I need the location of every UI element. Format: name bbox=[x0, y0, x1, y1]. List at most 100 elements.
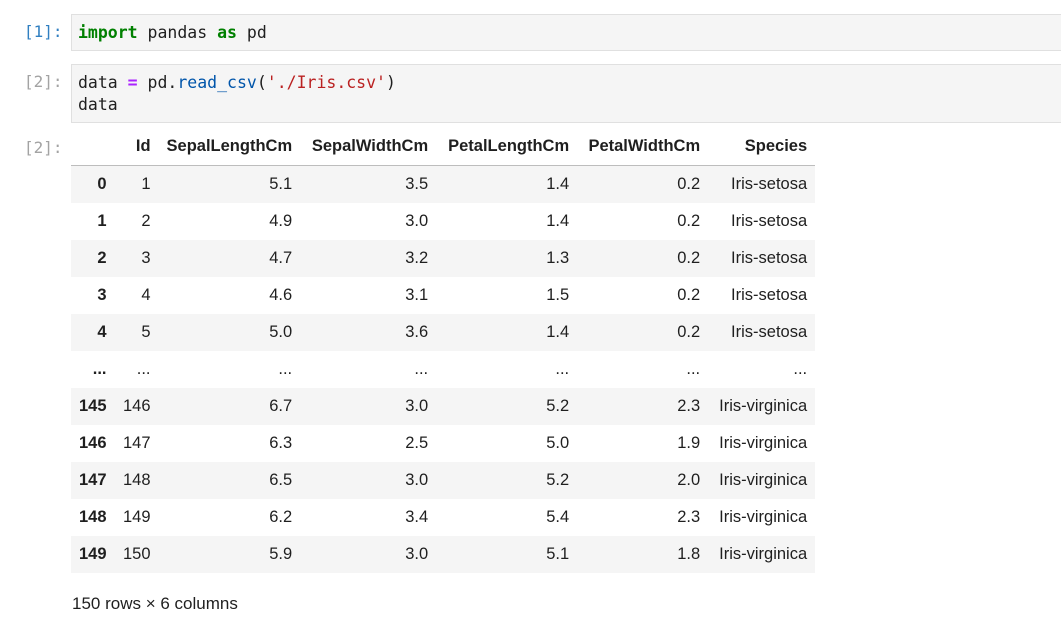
variable-data: data bbox=[78, 73, 128, 92]
cell-species: ... bbox=[793, 360, 808, 378]
cell-petal-width: 0.2 bbox=[677, 212, 701, 230]
cell-species: Iris-setosa bbox=[731, 175, 808, 193]
cell-sepal-width: 3.0 bbox=[405, 471, 429, 489]
cell-id: 148 bbox=[123, 471, 151, 489]
cell-species: Iris-setosa bbox=[731, 286, 808, 304]
table-header-row: Id SepalLengthCm SepalWidthCm PetalLengt… bbox=[71, 128, 816, 166]
cell-sepal-length: 5.0 bbox=[269, 323, 293, 341]
cell-sepal-length: 4.7 bbox=[269, 249, 293, 267]
table-row: 145 146 6.7 3.0 5.2 2.3 Iris-virginica bbox=[71, 388, 816, 425]
cell-sepal-width: 2.5 bbox=[405, 434, 429, 452]
row-index: 2 bbox=[97, 249, 107, 267]
cell-petal-length: 1.5 bbox=[546, 286, 570, 304]
row-index: ... bbox=[92, 360, 107, 378]
cell-id: 3 bbox=[141, 249, 151, 267]
cell-species: Iris-virginica bbox=[719, 397, 808, 415]
file-path-string: './Iris.csv' bbox=[266, 73, 386, 92]
cell-petal-width: 0.2 bbox=[677, 323, 701, 341]
cell-petal-width: 2.3 bbox=[677, 397, 701, 415]
output-prompt: [2]: bbox=[24, 138, 63, 157]
cell-id: 146 bbox=[123, 397, 151, 415]
cell-species: Iris-virginica bbox=[719, 545, 808, 563]
cell-sepal-width: ... bbox=[414, 360, 429, 378]
cell-petal-width: 2.0 bbox=[677, 471, 701, 489]
table-row-ellipsis: ..................... bbox=[71, 351, 816, 388]
cell-sepal-width: 3.0 bbox=[405, 397, 429, 415]
cell-species: Iris-setosa bbox=[731, 323, 808, 341]
dataframe-table: Id SepalLengthCm SepalWidthCm PetalLengt… bbox=[71, 128, 816, 573]
dataframe-shape-summary: 150 rows × 6 columns bbox=[72, 594, 238, 613]
cell-sepal-width: 3.0 bbox=[405, 212, 429, 230]
table-row: 147 148 6.5 3.0 5.2 2.0 Iris-virginica bbox=[71, 462, 816, 499]
table-row: 0 1 5.1 3.5 1.4 0.2 Iris-setosa bbox=[71, 165, 816, 203]
cell-id: ... bbox=[136, 360, 151, 378]
column-header-sepal-width: SepalWidthCm bbox=[300, 128, 437, 166]
cell-id: 5 bbox=[141, 323, 151, 341]
cell-petal-length: ... bbox=[555, 360, 570, 378]
close-paren: ) bbox=[386, 73, 396, 92]
cell-id: 150 bbox=[123, 545, 151, 563]
table-row: 148 149 6.2 3.4 5.4 2.3 Iris-virginica bbox=[71, 499, 816, 536]
cell-species: Iris-virginica bbox=[719, 434, 808, 452]
input-prompt-1: [1]: bbox=[24, 22, 63, 41]
table-row: 146 147 6.3 2.5 5.0 1.9 Iris-virginica bbox=[71, 425, 816, 462]
module-alias: pd bbox=[236, 23, 267, 42]
cell-petal-length: 5.4 bbox=[546, 508, 570, 526]
cell-petal-width: 0.2 bbox=[677, 286, 701, 304]
code-editor-1[interactable]: import pandas as pd bbox=[71, 14, 1061, 51]
row-index: 3 bbox=[97, 286, 107, 304]
cell-id: 2 bbox=[141, 212, 151, 230]
module-name: pandas bbox=[137, 23, 218, 42]
input-prompt-2: [2]: bbox=[24, 72, 63, 91]
table-row: 149 150 5.9 3.0 5.1 1.8 Iris-virginica bbox=[71, 536, 816, 573]
cell-petal-width: 2.3 bbox=[677, 508, 701, 526]
cell-petal-length: 5.1 bbox=[546, 545, 570, 563]
row-index: 147 bbox=[79, 471, 107, 489]
cell-sepal-width: 3.0 bbox=[405, 545, 429, 563]
cell-sepal-width: 3.6 bbox=[405, 323, 429, 341]
cell-petal-width: 1.9 bbox=[677, 434, 701, 452]
row-index: 145 bbox=[79, 397, 107, 415]
keyword-import: import bbox=[78, 23, 138, 42]
row-index: 148 bbox=[79, 508, 107, 526]
cell-petal-length: 5.2 bbox=[546, 471, 570, 489]
cell-sepal-length: 5.1 bbox=[269, 175, 293, 193]
cell-id: 149 bbox=[123, 508, 151, 526]
table-row: 1 2 4.9 3.0 1.4 0.2 Iris-setosa bbox=[71, 203, 816, 240]
cell-id: 4 bbox=[141, 286, 151, 304]
cell-petal-length: 1.4 bbox=[546, 212, 570, 230]
cell-petal-length: 1.3 bbox=[546, 249, 570, 267]
cell-sepal-length: 5.9 bbox=[269, 545, 293, 563]
pandas-object: pd. bbox=[137, 73, 178, 92]
cell-petal-length: 1.4 bbox=[546, 175, 570, 193]
cell-sepal-length: 6.7 bbox=[269, 397, 293, 415]
cell-sepal-length: 4.6 bbox=[269, 286, 293, 304]
cell-sepal-length: ... bbox=[278, 360, 293, 378]
table-row: 4 5 5.0 3.6 1.4 0.2 Iris-setosa bbox=[71, 314, 816, 351]
cell-petal-length: 5.0 bbox=[546, 434, 570, 452]
function-read-csv: read_csv bbox=[177, 73, 257, 92]
cell-sepal-width: 3.4 bbox=[405, 508, 429, 526]
row-index: 146 bbox=[79, 434, 107, 452]
table-row: 2 3 4.7 3.2 1.3 0.2 Iris-setosa bbox=[71, 240, 816, 277]
cell-sepal-length: 4.9 bbox=[269, 212, 293, 230]
assign-operator: = bbox=[127, 73, 138, 92]
column-header-petal-width: PetalWidthCm bbox=[577, 128, 709, 166]
cell-sepal-length: 6.5 bbox=[269, 471, 293, 489]
cell-sepal-length: 6.2 bbox=[269, 508, 293, 526]
column-header-id: Id bbox=[114, 128, 159, 166]
column-header-petal-length: PetalLengthCm bbox=[436, 128, 578, 166]
row-index: 0 bbox=[97, 175, 107, 193]
cell-petal-length: 5.2 bbox=[546, 397, 570, 415]
column-header-sepal-length: SepalLengthCm bbox=[158, 128, 301, 166]
cell-petal-width: ... bbox=[686, 360, 701, 378]
cell-id: 147 bbox=[123, 434, 151, 452]
code-editor-2[interactable]: data = pd.read_csv('./Iris.csv') data bbox=[71, 64, 1061, 123]
cell-petal-width: 0.2 bbox=[677, 249, 701, 267]
table-row: 3 4 4.6 3.1 1.5 0.2 Iris-setosa bbox=[71, 277, 816, 314]
keyword-as: as bbox=[217, 23, 237, 42]
cell-species: Iris-virginica bbox=[719, 508, 808, 526]
open-paren: ( bbox=[256, 73, 267, 92]
cell-sepal-width: 3.2 bbox=[405, 249, 429, 267]
column-header-species: Species bbox=[708, 128, 816, 166]
